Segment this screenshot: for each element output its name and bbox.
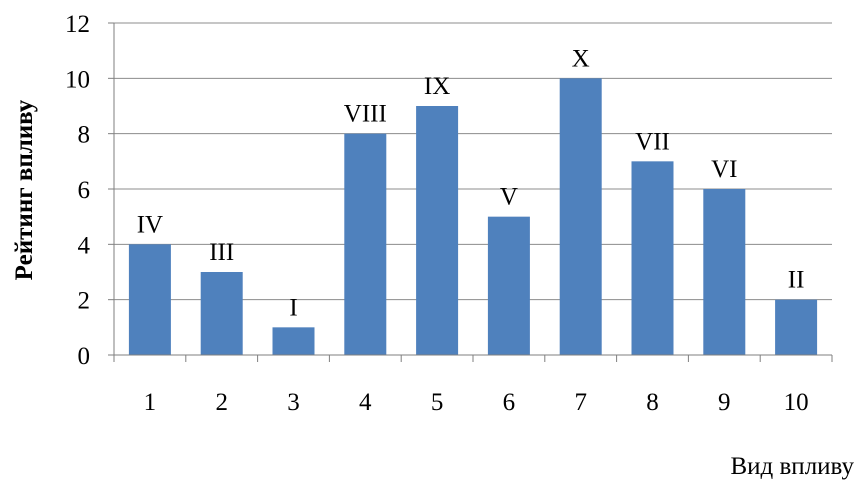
x-tick-label: 7 [574,389,587,416]
axes [108,22,833,362]
bar-10 [775,299,818,355]
data-label: VII [635,128,670,155]
x-tick-labels: 1 2 3 4 5 6 7 8 9 10 [144,389,809,416]
bar-6 [487,216,530,355]
bar-7 [559,78,602,355]
y-axis-label: Рейтинг впливу [11,99,38,280]
data-label: IV [137,211,163,238]
bar-9 [703,189,746,355]
y-tick-label: 8 [78,122,91,149]
bar-3 [272,327,315,355]
x-tick-label: 4 [359,389,372,416]
data-label: II [788,267,805,294]
data-label: I [289,294,297,321]
x-tick-label: 2 [215,389,228,416]
y-tick-label: 2 [78,288,91,315]
x-tick-label: 9 [718,389,731,416]
y-tick-labels: 0 2 4 6 8 10 12 [65,11,91,370]
bar-5 [416,106,459,355]
x-axis-label: Вид впливу [730,453,854,480]
data-label: III [209,239,234,266]
x-tick-label: 1 [144,389,157,416]
bars [128,78,818,355]
x-tick-label: 5 [431,389,444,416]
bar-4 [344,133,387,355]
data-label: V [500,184,518,211]
y-tick-label: 6 [78,177,91,204]
y-tick-label: 4 [78,232,91,259]
bar-1 [128,244,171,355]
data-label: X [572,45,590,72]
data-label: VIII [344,101,387,128]
x-tick-label: 10 [784,389,809,416]
data-label: VI [711,156,737,183]
x-tick-label: 6 [503,389,516,416]
y-tick-label: 10 [65,66,90,93]
bar-8 [631,161,674,355]
data-label: IX [424,73,450,100]
y-tick-label: 0 [78,343,91,370]
x-tick-label: 8 [646,389,659,416]
x-tick-label: 3 [287,389,300,416]
y-tick-label: 12 [65,11,90,38]
bar-2 [200,272,243,355]
